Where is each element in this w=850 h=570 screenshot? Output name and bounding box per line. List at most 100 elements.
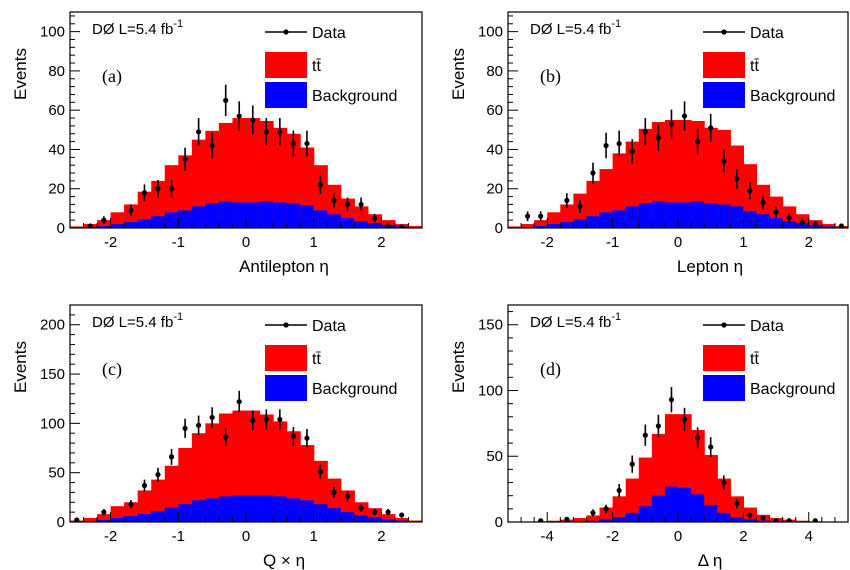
background-bar xyxy=(678,202,692,228)
data-point xyxy=(760,515,766,521)
ttbar-bar xyxy=(691,120,705,228)
background-bar xyxy=(534,226,548,228)
data-point xyxy=(590,170,596,176)
legend-data-marker xyxy=(721,29,727,35)
y-axis-title: Events xyxy=(11,48,30,100)
data-point xyxy=(372,509,378,515)
data-point xyxy=(250,417,256,424)
background-bar xyxy=(340,218,355,228)
ttbar-bar xyxy=(381,514,396,522)
background-bar xyxy=(218,496,234,522)
background-bar xyxy=(300,500,315,522)
x-tick-label: 2 xyxy=(377,234,385,251)
ttbar-bar xyxy=(191,139,206,228)
legend: Data tt̄ Background xyxy=(703,318,835,401)
data-point xyxy=(236,113,242,119)
legend-ttbar-swatch xyxy=(703,52,745,78)
data-point xyxy=(331,197,337,204)
y-tick-label: 0 xyxy=(495,220,503,237)
legend-ttbar-swatch xyxy=(703,345,745,371)
x-tick-label: -1 xyxy=(172,528,185,545)
data-point xyxy=(747,188,753,194)
y-tick-label: 0 xyxy=(57,220,65,237)
ttbar-bar xyxy=(232,410,247,522)
plot-area xyxy=(70,84,422,228)
background-bar xyxy=(730,517,744,522)
background-bar xyxy=(191,206,206,228)
background-bar xyxy=(651,495,666,522)
ttbar-bar xyxy=(83,518,98,522)
data-point xyxy=(223,434,229,440)
ttbar-bar xyxy=(246,410,261,522)
data-point xyxy=(799,219,805,225)
ttbar-bar xyxy=(218,413,234,522)
ttbar-bar xyxy=(70,226,85,228)
panel-tag: (c) xyxy=(102,359,122,380)
data-point xyxy=(277,129,283,135)
legend-data-label: Data xyxy=(750,25,784,42)
experiment-label: DØ L=5.4 fb-1 xyxy=(92,311,183,331)
ttbar-bar xyxy=(97,514,112,522)
background-bar xyxy=(110,224,125,228)
x-tick-label: 1 xyxy=(310,234,318,251)
background-bar xyxy=(137,514,152,522)
y-tick-label: 150 xyxy=(40,366,65,383)
data-point xyxy=(372,215,378,221)
x-tick-label: -1 xyxy=(172,234,185,251)
legend-background-swatch xyxy=(703,82,745,108)
data-point xyxy=(236,399,242,405)
data-point xyxy=(290,140,296,147)
data-point xyxy=(747,512,753,519)
background-bar xyxy=(625,206,640,228)
ttbar-bar xyxy=(704,127,718,228)
background-bar xyxy=(97,520,112,522)
ttbar-bar xyxy=(678,120,692,228)
data-point xyxy=(263,129,269,135)
legend-background-label: Background xyxy=(312,88,397,105)
ttbar-bar xyxy=(573,518,588,522)
data-point xyxy=(538,213,544,219)
ttbar-bar xyxy=(547,520,561,522)
legend-ttbar-swatch xyxy=(265,52,307,78)
legend-ttbar-label: tt̄ xyxy=(750,351,759,368)
background-bar xyxy=(178,210,193,228)
legend-data-label: Data xyxy=(312,318,346,335)
luminosity-unit-exponent: -1 xyxy=(173,311,183,323)
background-bar xyxy=(704,203,718,228)
ttbar-bar xyxy=(178,448,193,522)
background-bar xyxy=(205,498,220,522)
background-bar xyxy=(394,520,410,522)
background-bar xyxy=(178,504,193,522)
data-point xyxy=(290,433,296,439)
x-axis-title: Δ η xyxy=(698,551,723,570)
data-point xyxy=(317,469,324,475)
ttbar-bar xyxy=(178,155,193,228)
data-point xyxy=(358,505,364,511)
x-tick-label: -2 xyxy=(541,234,554,251)
data-point xyxy=(209,414,215,421)
ttbar-bar xyxy=(259,414,274,522)
data-point xyxy=(155,472,161,478)
ttbar-bar xyxy=(408,226,422,228)
background-bar xyxy=(704,504,718,522)
data-point xyxy=(668,397,675,403)
x-tick-label: 1 xyxy=(739,234,747,251)
background-bar xyxy=(313,210,328,228)
ttbar-bar xyxy=(638,128,653,228)
x-tick-label: 1 xyxy=(310,528,318,545)
ttbar-bar xyxy=(259,120,274,228)
background-bar xyxy=(782,221,797,228)
ttbar-bar xyxy=(205,423,220,522)
x-tick-label: -2 xyxy=(606,528,619,545)
y-tick-label: 20 xyxy=(48,181,65,198)
data-point xyxy=(223,97,229,103)
background-bar xyxy=(273,202,288,228)
data-point xyxy=(760,199,766,206)
data-point xyxy=(695,435,701,441)
background-bar xyxy=(124,222,139,228)
data-point xyxy=(344,493,351,499)
ttbar-bar xyxy=(612,496,627,522)
panel-tag: (b) xyxy=(540,66,561,87)
legend-data-label: Data xyxy=(312,25,346,42)
